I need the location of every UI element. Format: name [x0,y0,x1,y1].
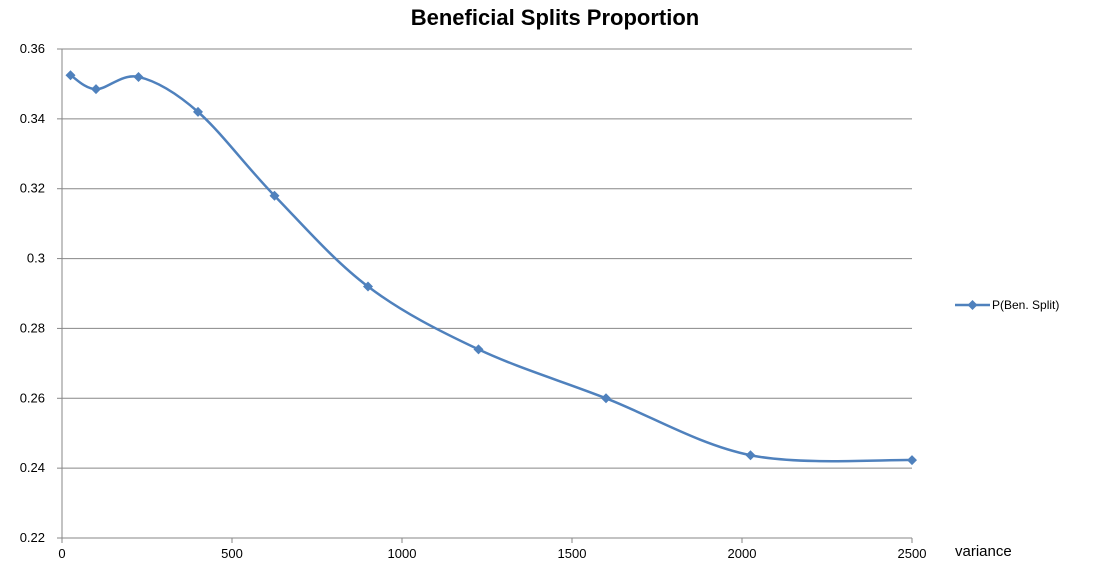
chart-title: Beneficial Splits Proportion [411,5,699,30]
x-tick-label: 500 [221,546,243,561]
data-point [907,455,917,466]
data-point [65,70,76,81]
data-point [363,281,373,292]
y-tick-label: 0.3 [27,251,45,266]
data-point [601,393,611,404]
data-point [473,344,484,355]
y-tick-label: 0.34 [20,111,45,126]
y-tick-label: 0.36 [20,41,45,56]
data-point [745,450,756,461]
x-tick-label: 2500 [898,546,927,561]
data-point [269,190,280,201]
data-point [193,106,203,117]
gridlines [62,48,912,469]
x-tick-label: 0 [58,546,65,561]
legend: P(Ben. Split) [955,298,1059,312]
x-tick-label: 1000 [388,546,417,561]
x-axis-label: variance [955,543,1012,560]
y-tick-label: 0.28 [20,320,45,335]
legend-marker [967,300,978,310]
y-tick-label: 0.24 [20,460,45,475]
legend-label: P(Ben. Split) [992,298,1059,312]
x-tick-label: 2000 [728,546,757,561]
y-tick-label: 0.26 [20,390,45,405]
x-tick-label: 1500 [558,546,587,561]
data-point [91,84,101,95]
series-line [69,73,914,463]
data-point [133,71,144,82]
series-layer [65,70,917,466]
axes: 0.22 0.24 0.26 0.28 0.3 0.32 0.34 0.36 0 500 1000 1… [20,41,927,561]
y-tick-label: 0.22 [20,530,45,545]
y-tick-label: 0.32 [20,181,45,196]
